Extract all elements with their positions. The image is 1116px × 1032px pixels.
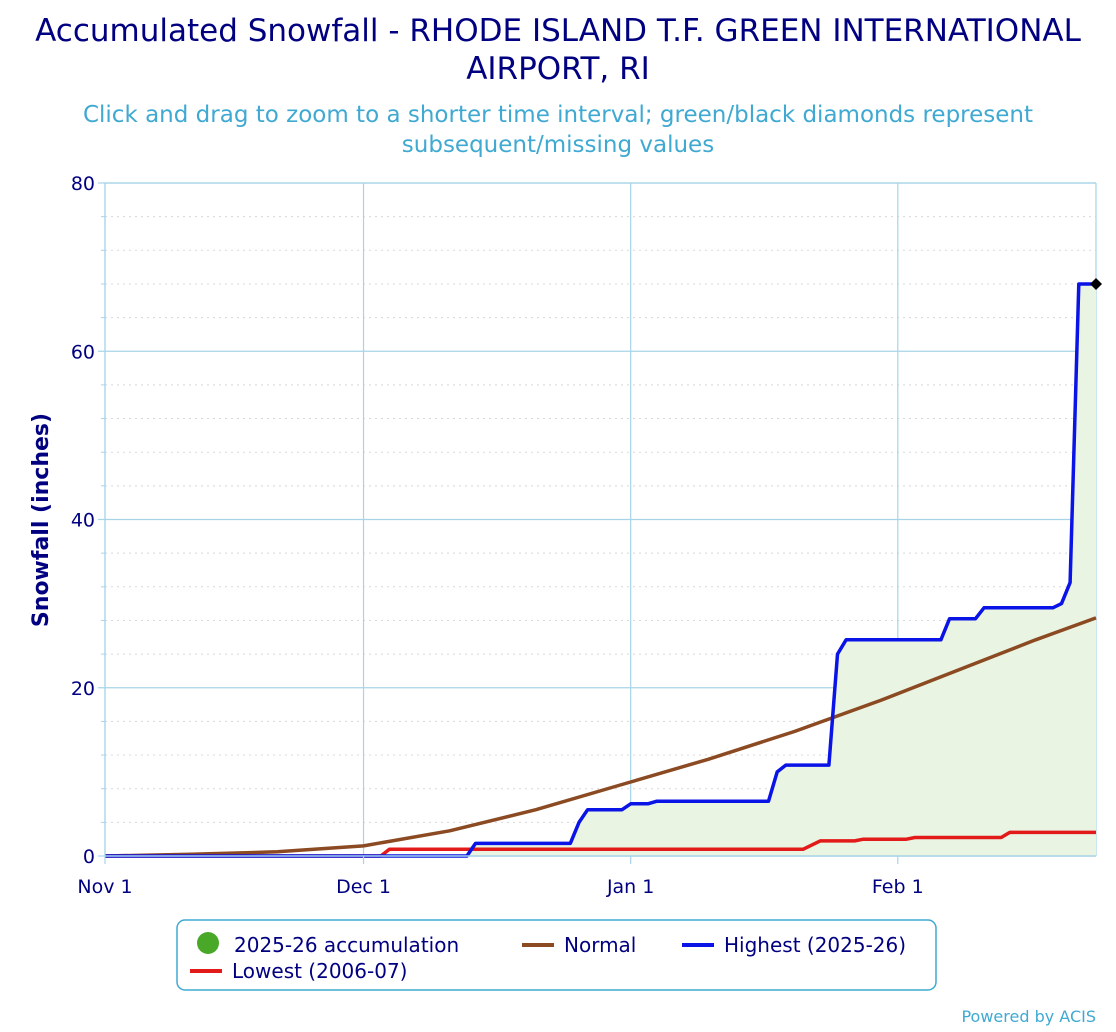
series-area-2025-26 [105, 284, 1096, 856]
y-tick-label: 20 [71, 678, 95, 700]
chart-title: Accumulated Snowfall - RHODE ISLAND T.F.… [35, 13, 1081, 87]
axes-layer: 0 20 40 60 80 Nov 1 Dec 1 Jan 1 Feb 1 [71, 173, 1096, 898]
series-line-lowest-2006-07 [105, 830, 1096, 858]
series-line-highest-2025-26 [105, 282, 1096, 858]
y-axis-label: Snowfall (inches) [29, 413, 54, 627]
legend-label-highest-2025-26: Highest (2025-26) [724, 933, 906, 957]
y-tick-label: 60 [71, 341, 95, 363]
chart-subtitle: Click and drag to zoom to a shorter time… [82, 102, 1034, 158]
y-tick-label: 0 [83, 846, 95, 868]
x-tick-label: Nov 1 [77, 876, 132, 898]
plot-layer [104, 277, 1102, 858]
legend-label-normal: Normal [564, 933, 636, 957]
legend-label-lowest-2006-07: Lowest (2006-07) [232, 959, 407, 983]
y-tick-label: 40 [71, 510, 95, 532]
legend-label-2025-26-accumulation: 2025-26 accumulation [234, 933, 459, 957]
legend: 2025-26 accumulation Normal Highest (2025-… [176, 919, 937, 991]
legend-symbol-2025-26-accumulation [197, 932, 219, 954]
missing-value-diamond-marker [1090, 277, 1102, 290]
y-tick-label: 80 [71, 173, 95, 195]
series-line-normal [104, 616, 1097, 858]
x-tick-label: Dec 1 [336, 876, 391, 898]
credits-link[interactable]: Powered by ACIS [961, 1007, 1096, 1026]
x-tick-label: Feb 1 [872, 876, 924, 898]
x-tick-label: Jan 1 [606, 876, 654, 898]
